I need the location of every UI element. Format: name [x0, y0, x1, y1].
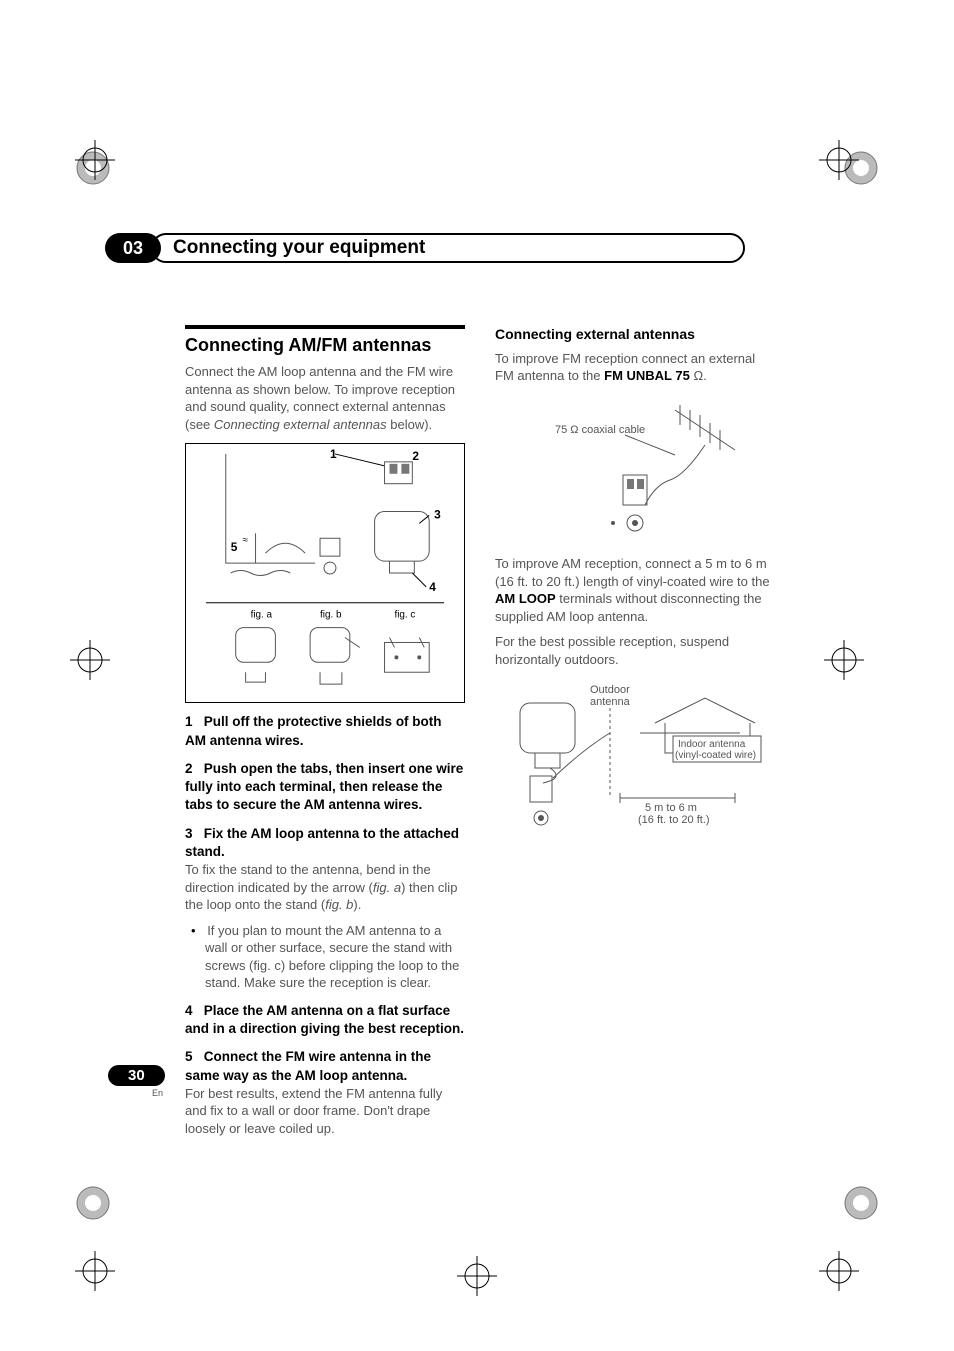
best-reception-paragraph: For the best possible reception, suspend…: [495, 633, 775, 668]
length-ft-label: (16 ft. to 20 ft.): [638, 814, 710, 826]
fig-b-label: fig. b: [320, 610, 342, 621]
registration-mark-icon: [457, 1256, 497, 1296]
coax-label: 75 Ω coaxial cable: [555, 424, 645, 436]
ext-intro: To improve FM reception connect an exter…: [495, 350, 775, 385]
fig-a-label: fig. a: [251, 610, 273, 621]
callout-2: 2: [412, 449, 419, 463]
step-3: 3 Fix the AM loop antenna to the attache…: [185, 825, 465, 861]
step-3-body: To fix the stand to the antenna, bend in…: [185, 861, 465, 914]
am-external-diagram: Outdoor antenna Indoor antenna (vinyl-co…: [495, 678, 775, 838]
subsection-heading: Connecting external antennas: [495, 325, 775, 344]
chapter-header: 03 Connecting your equipment: [105, 233, 745, 263]
callout-4: 4: [429, 580, 436, 594]
step-2: 2 Push open the tabs, then insert one wi…: [185, 760, 465, 815]
step-5-body: For best results, extend the FM antenna …: [185, 1085, 465, 1138]
page-number: 30: [108, 1065, 165, 1086]
svg-text:≈: ≈: [243, 536, 249, 547]
am-ext-paragraph: To improve AM reception, connect a 5 m t…: [495, 555, 775, 625]
crop-ball-icon: [843, 1185, 879, 1221]
registration-mark-icon: [819, 140, 859, 180]
registration-mark-icon: [75, 1251, 115, 1291]
registration-mark-icon: [75, 140, 115, 180]
step-3-bullet: If you plan to mount the AM antenna to a…: [185, 922, 465, 992]
outdoor-label: Outdoor: [590, 684, 630, 696]
fig-c-label: fig. c: [394, 610, 415, 621]
manual-page: 03 Connecting your equipment Connecting …: [0, 0, 954, 1351]
svg-text:antenna: antenna: [590, 696, 631, 708]
crop-ball-icon: [75, 1185, 111, 1221]
step-5: 5 Connect the FM wire antenna in the sam…: [185, 1048, 465, 1084]
antenna-diagram-svg: ≈ 1 2 3 4: [186, 444, 464, 702]
svg-text:(vinyl-coated wire): (vinyl-coated wire): [675, 750, 756, 761]
registration-mark-icon: [819, 1251, 859, 1291]
fm-external-diagram: 75 Ω coaxial cable: [495, 395, 775, 545]
registration-mark-icon: [70, 640, 110, 680]
language-indicator: En: [152, 1088, 163, 1098]
section-heading: Connecting AM/FM antennas: [185, 325, 465, 357]
content-area: Connecting AM/FM antennas Connect the AM…: [185, 325, 775, 1145]
callout-1: 1: [330, 447, 337, 461]
callout-5: 5: [231, 541, 238, 555]
chapter-title: Connecting your equipment: [151, 233, 745, 263]
left-column: Connecting AM/FM antennas Connect the AM…: [185, 325, 465, 1145]
right-column: Connecting external antennas To improve …: [495, 325, 775, 1145]
registration-mark-icon: [824, 640, 864, 680]
antenna-diagram: ≈ 1 2 3 4: [185, 443, 465, 703]
intro-paragraph: Connect the AM loop antenna and the FM w…: [185, 363, 465, 433]
step-4: 4 Place the AM antenna on a flat surface…: [185, 1002, 465, 1038]
indoor-label: Indoor antenna: [678, 739, 746, 750]
callout-3: 3: [434, 508, 441, 522]
length-m-label: 5 m to 6 m: [645, 802, 697, 814]
step-1: 1 Pull off the protective shields of bot…: [185, 713, 465, 749]
